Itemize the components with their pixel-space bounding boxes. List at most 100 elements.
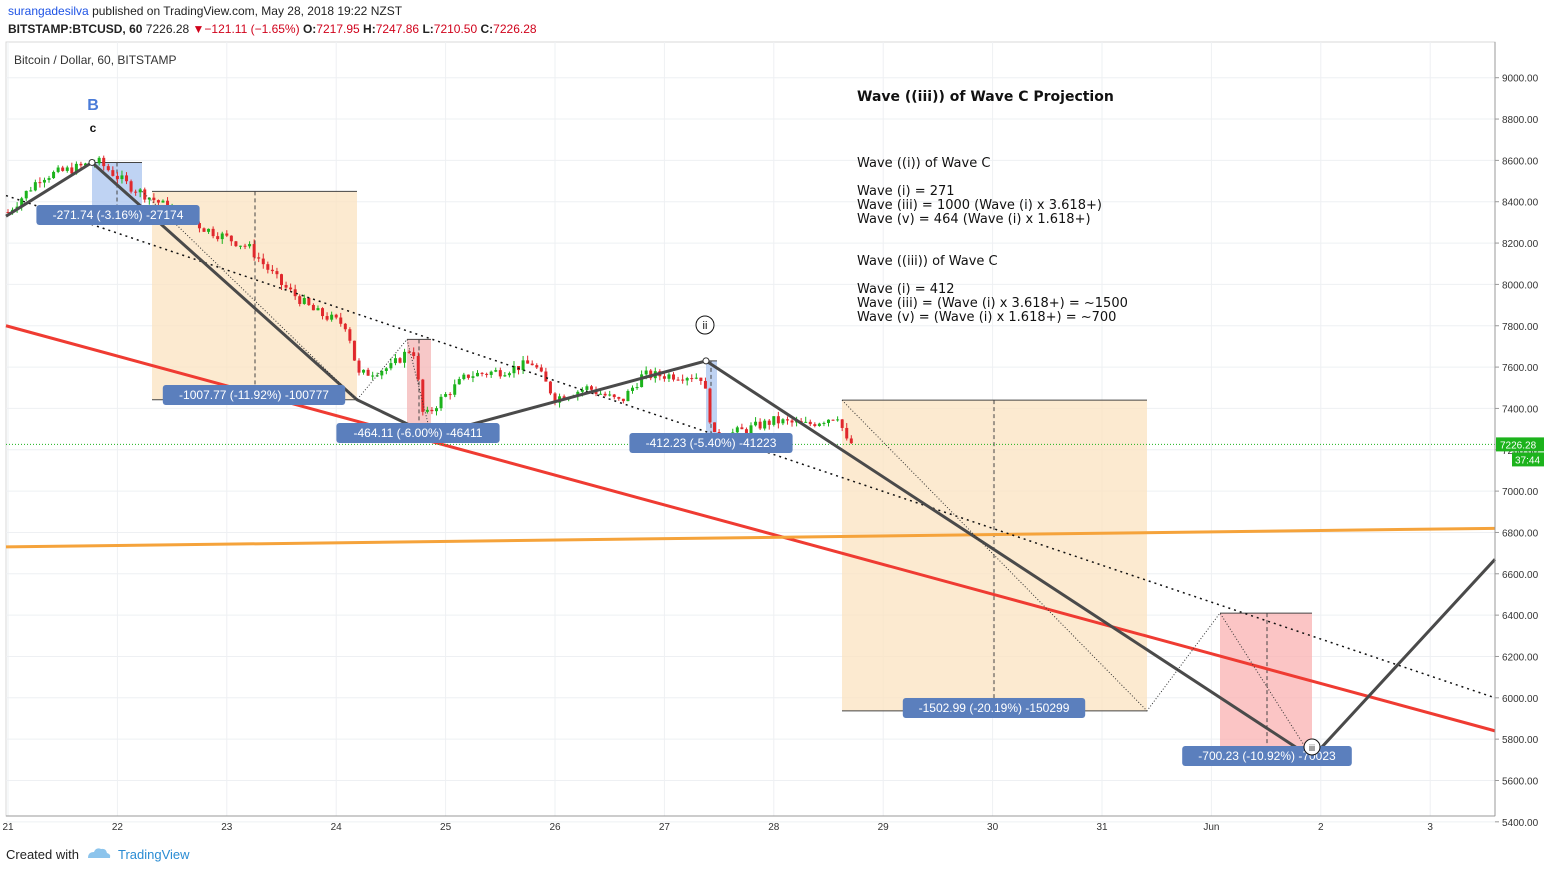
candle-body (690, 378, 694, 380)
candle-body (767, 420, 771, 425)
candle-body (530, 363, 534, 366)
candle-body (357, 360, 361, 373)
y-tick-label: 8800.00 (1502, 115, 1539, 126)
x-tick-label: 21 (2, 822, 14, 833)
y-tick-label: 6400.00 (1502, 611, 1539, 622)
tradingview-link[interactable]: TradingView (118, 847, 190, 862)
candle-body (708, 388, 712, 423)
wave-label-B: B (87, 97, 99, 114)
annotation-title: Wave ((iii)) of Wave C Projection (857, 89, 1114, 105)
pivot-marker (702, 357, 710, 365)
footer: Created with TradingView (0, 838, 1553, 872)
y-tick-label: 7400.00 (1502, 404, 1539, 415)
pivot-marker (88, 158, 96, 166)
candle-body (827, 419, 830, 423)
candle-body (608, 394, 612, 396)
y-tick-label: 8600.00 (1502, 156, 1539, 167)
candle-body (822, 422, 826, 424)
candle-body (758, 421, 762, 429)
candle-body (316, 308, 320, 311)
candle-body (667, 374, 671, 379)
measure-label-bg (902, 698, 1086, 718)
candle-body (421, 379, 425, 412)
candle-body (362, 369, 366, 373)
candle-body (521, 360, 525, 371)
y-tick-label: 9000.00 (1502, 74, 1539, 85)
candle-body (813, 424, 817, 427)
candle-body (29, 190, 33, 192)
candle-body (115, 175, 119, 180)
candle-body (403, 351, 407, 363)
candle-body (384, 368, 388, 371)
candle-body (334, 314, 338, 318)
candle-body (503, 375, 507, 377)
chart-header: surangadesilva published on TradingView.… (0, 0, 1553, 40)
y-tick-label: 5400.00 (1502, 818, 1539, 829)
candle-body (284, 285, 288, 288)
candle-body (138, 189, 142, 193)
author-link[interactable]: surangadesilva (8, 4, 89, 18)
candle-body (120, 175, 124, 180)
candle-body (694, 377, 698, 379)
candle-body (676, 379, 680, 381)
candle-body (38, 182, 42, 184)
y-tick-label: 6600.00 (1502, 570, 1539, 581)
candle-body (776, 416, 780, 424)
symbol-label[interactable]: BITSTAMP:BTCUSD, 60 (8, 22, 143, 36)
candle-body (330, 314, 334, 320)
candle-body (102, 157, 106, 167)
candle-body (111, 170, 115, 176)
candle-body (539, 367, 543, 372)
candle-body (143, 189, 147, 200)
candle-body (311, 304, 315, 311)
last-price-tag-label: 7226.28 (1500, 440, 1537, 451)
candle-body (280, 274, 283, 286)
measure-label: -464.11 (-6.00%) -46411 (354, 426, 483, 440)
candle-body (466, 374, 470, 378)
x-tick-label: 3 (1427, 822, 1433, 833)
candle-body (453, 384, 457, 395)
orange-trendline (5, 526, 1496, 549)
candle-body (681, 379, 685, 381)
last-price-tag (1496, 437, 1544, 452)
candle-body (507, 373, 511, 376)
countdown-tag-label: 37:44 (1515, 455, 1540, 466)
high-value: 7247.86 (375, 22, 420, 36)
wave-note-line: Wave (iii) = 1000 (Wave (i) x 3.618+) (857, 198, 1102, 213)
candle-body (339, 317, 343, 324)
wave-iii-circle (1303, 738, 1321, 756)
candle-body (289, 287, 293, 290)
candle-body (836, 419, 840, 421)
candle-body (348, 329, 352, 341)
candle-body (434, 408, 438, 412)
candle-body (749, 425, 753, 434)
open-label: O: (302, 22, 317, 36)
candle-body (485, 373, 489, 375)
candle-body (56, 167, 60, 172)
close-label: C: (480, 22, 494, 36)
y-tick-label: 8400.00 (1502, 198, 1539, 209)
candle-body (457, 379, 461, 385)
candle-body (849, 438, 853, 444)
candle-body (261, 258, 265, 265)
candle-body (790, 420, 794, 423)
candle-body (644, 370, 648, 375)
publish-line: surangadesilva published on TradingView.… (8, 4, 402, 18)
measure-labels: -271.74 (-3.16%) -27174 -1007.77 (-11.92%… (36, 97, 1352, 766)
candle-body (553, 393, 557, 403)
x-tick-label: 23 (221, 822, 233, 833)
wave-label-iii: iii (1309, 743, 1315, 753)
candle-body (498, 370, 502, 377)
candle-body (207, 228, 211, 232)
measure-box (152, 191, 357, 400)
candle-body (635, 387, 639, 389)
candle-body (621, 398, 625, 402)
x-tick-label: 30 (987, 822, 999, 833)
measure-label: -700.23 (-10.92%) -70023 (1198, 749, 1336, 763)
candle-body (393, 358, 397, 364)
low-value: 7210.50 (433, 22, 478, 36)
candle-body (412, 352, 416, 356)
wave-note-line: Wave (v) = 464 (Wave (i) x 1.618+) (857, 212, 1091, 227)
candle-body (79, 163, 83, 166)
